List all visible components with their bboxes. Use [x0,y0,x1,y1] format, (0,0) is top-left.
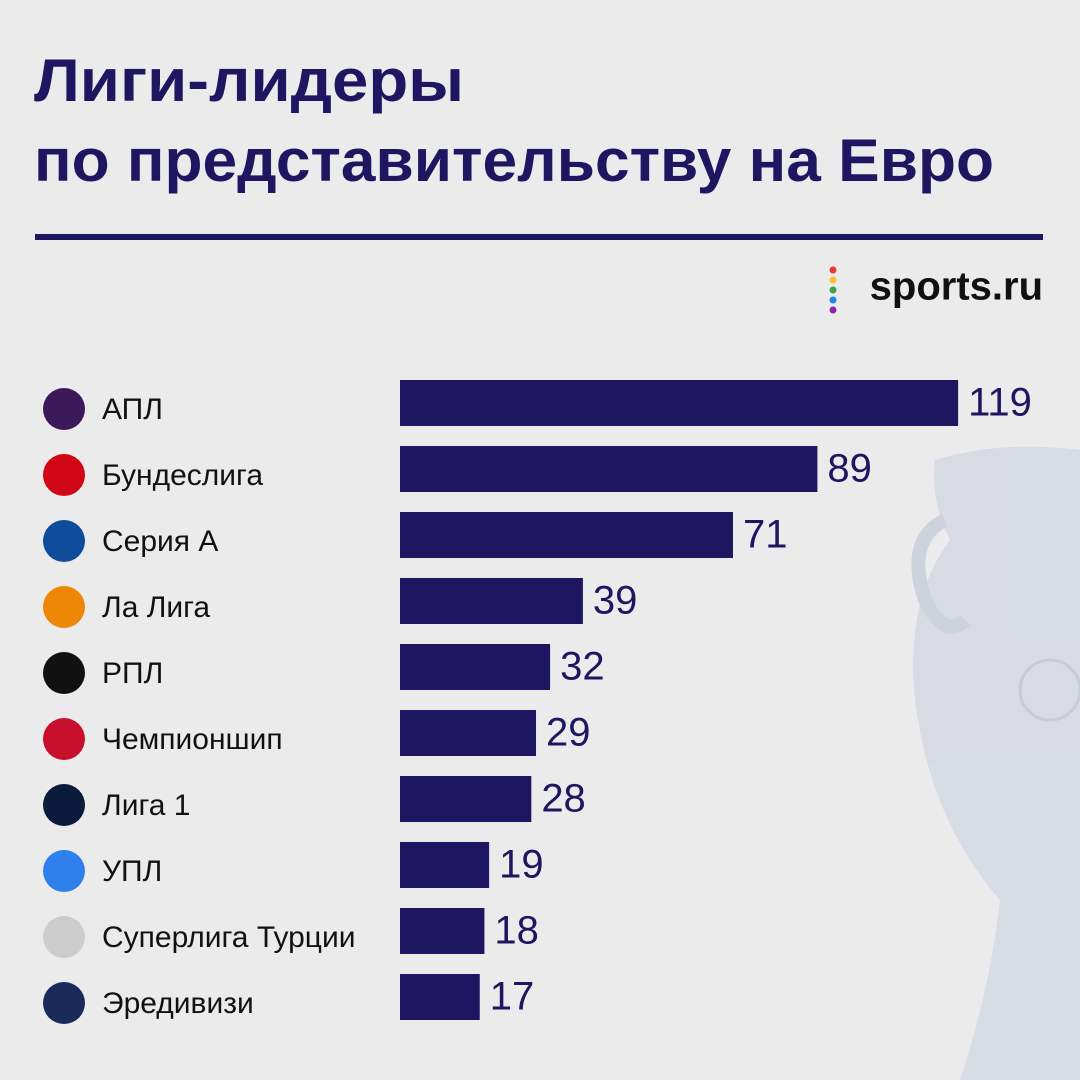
value-label: 29 [546,711,591,755]
category-label: Чемпионшип [102,723,283,756]
bar [400,644,551,690]
league-logo [43,652,85,694]
league-logo [43,586,85,628]
league-logo [43,520,85,562]
chart-title: по представительству на Евро [34,127,994,194]
bar [400,446,818,492]
value-label: 32 [560,645,605,689]
value-label: 28 [541,777,586,821]
category-label: Ла Лига [102,591,210,624]
trophy [911,446,1080,1080]
category-label: Суперлига Турции [102,921,356,954]
bar [400,908,485,954]
value-label: 71 [743,513,788,557]
category-label: УПЛ [102,855,162,888]
category-label: АПЛ [102,393,163,426]
league-logo [43,454,85,496]
category-label: Бундеслига [102,459,263,492]
value-label: 17 [490,975,534,1019]
league-logo [43,718,85,760]
bar [400,380,959,426]
category-label: Лига 1 [102,789,190,822]
brand: sports.ru [870,265,1043,309]
league-logo [43,388,85,430]
brand-dots [829,266,837,314]
value-label: 19 [499,843,544,887]
bar [400,842,490,888]
league-logo [43,916,85,958]
value-label: 18 [494,909,539,953]
value-label: 39 [593,579,638,623]
league-logo [43,850,85,892]
bar [400,578,583,624]
category-label: Серия А [102,525,218,558]
category-label: РПЛ [102,657,163,690]
value-label: 89 [827,447,872,491]
bar [400,710,537,756]
chart-title: Лиги-лидеры [34,47,464,114]
league-logo [43,784,85,826]
bar [400,974,480,1020]
category-label: Эредивизи [102,987,254,1020]
title-rule [35,234,1043,240]
bar [400,776,532,822]
league-logo [43,982,85,1024]
value-label: 119 [968,381,1032,425]
bar [400,512,733,558]
